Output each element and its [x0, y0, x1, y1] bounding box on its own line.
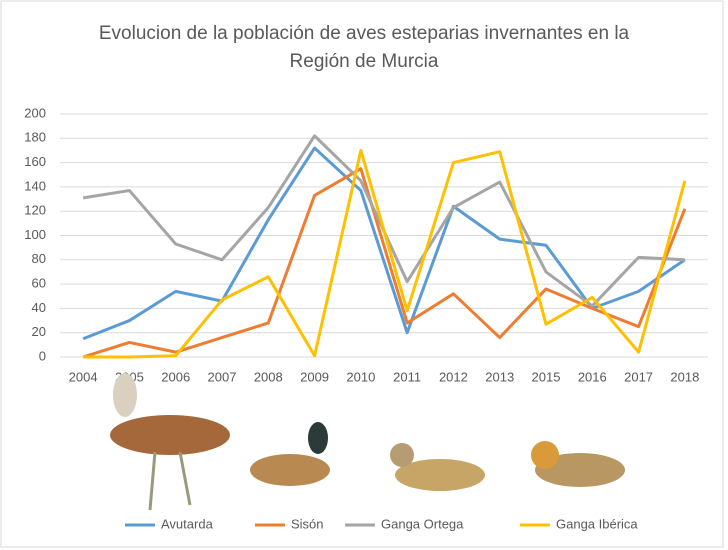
bird-illustration — [531, 441, 559, 469]
y-tick-label: 200 — [24, 105, 46, 120]
x-tick-label: 2015 — [532, 369, 561, 384]
series-line — [83, 150, 685, 357]
bird-illustration — [150, 452, 155, 510]
legend-label: Ganga Ibérica — [556, 516, 638, 531]
y-tick-label: 80 — [32, 251, 46, 266]
y-tick-label: 120 — [24, 203, 46, 218]
y-tick-label: 100 — [24, 227, 46, 242]
y-tick-label: 140 — [24, 178, 46, 193]
x-tick-label: 2004 — [69, 369, 98, 384]
y-tick-label: 0 — [39, 348, 46, 363]
bird-illustration — [308, 422, 328, 454]
x-tick-label: 2006 — [161, 369, 190, 384]
y-tick-label: 60 — [32, 276, 46, 291]
x-tick-label: 2016 — [578, 369, 607, 384]
y-tick-label: 160 — [24, 154, 46, 169]
chart-container: 0204060801001201401601802002004200520062… — [0, 0, 728, 550]
y-tick-label: 40 — [32, 300, 46, 315]
y-tick-label: 20 — [32, 324, 46, 339]
legend-label: Ganga Ortega — [381, 516, 464, 531]
legend-label: Sisón — [291, 516, 324, 531]
x-tick-label: 2012 — [439, 369, 468, 384]
bird-illustrations — [110, 373, 625, 510]
bird-illustration — [390, 443, 414, 467]
x-tick-label: 2013 — [485, 369, 514, 384]
chart: 0204060801001201401601802002004200520062… — [0, 0, 728, 550]
legend-label: Avutarda — [161, 516, 214, 531]
x-tick-label: 2010 — [346, 369, 375, 384]
x-tick-label: 2017 — [624, 369, 653, 384]
x-tick-label: 2011 — [393, 369, 421, 384]
bird-illustration — [113, 373, 137, 417]
x-tick-label: 2007 — [208, 369, 237, 384]
series-line — [83, 136, 685, 306]
bird-illustration — [180, 452, 190, 505]
bird-illustration — [250, 454, 330, 486]
bird-illustration — [110, 415, 230, 455]
x-tick-label: 2018 — [670, 369, 699, 384]
x-tick-label: 2009 — [300, 369, 329, 384]
chart-title: Evolucion de la población de aves estepa… — [84, 20, 644, 76]
x-tick-label: 2008 — [254, 369, 283, 384]
y-tick-label: 180 — [24, 130, 46, 145]
